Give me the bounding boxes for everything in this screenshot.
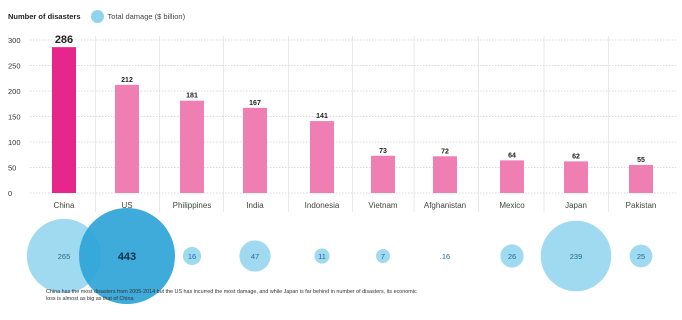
damage-value-label: 11 <box>318 252 326 261</box>
y-tick-label: 200 <box>8 87 21 96</box>
y-tick-label: 250 <box>8 62 21 71</box>
x-tick-label: Japan <box>565 201 587 210</box>
x-tick-label: Afghanistan <box>424 201 466 210</box>
damage-value-label: 25 <box>637 252 645 261</box>
damage-value-label: 239 <box>570 252 583 261</box>
damage-value-label: .16 <box>440 252 450 261</box>
bar-value-label: 72 <box>441 148 449 155</box>
damage-value-label: 7 <box>381 252 385 261</box>
x-tick-label: Indonesia <box>305 201 340 210</box>
bar-value-label: 167 <box>249 100 261 107</box>
bar-value-label: 141 <box>316 113 328 120</box>
legend-damage-label: Total damage ($ billion) <box>107 11 186 21</box>
bubble-layer: 265 443 16 47 11 7 .16 26 239 25 <box>26 208 653 304</box>
bar-layer: 286 China 212 US 181 Philippines 167 India 141 In… <box>52 34 656 210</box>
damage-bubble <box>314 248 330 264</box>
damage-value-label: 443 <box>118 251 136 263</box>
damage-bubble <box>540 220 612 292</box>
x-tick-label: Mexico <box>499 201 525 210</box>
bar <box>433 156 457 193</box>
x-tick-label: India <box>246 201 264 210</box>
damage-bubble <box>239 240 271 272</box>
legend-number-label: Number of disasters <box>8 11 81 21</box>
damage-bubble <box>376 249 390 263</box>
bar-value-label: 64 <box>508 152 516 159</box>
x-tick-label: Pakistan <box>626 201 657 210</box>
bar <box>500 160 524 193</box>
bar-value-label: 212 <box>121 77 133 84</box>
bar-value-label: 286 <box>55 34 73 46</box>
bar <box>310 121 334 193</box>
y-tick-label: 100 <box>8 138 21 147</box>
bar <box>52 47 76 193</box>
bar-value-label: 55 <box>637 157 645 164</box>
damage-value-label: 47 <box>251 252 259 261</box>
x-tick-label: Philippines <box>173 201 212 210</box>
damage-value-label: 26 <box>508 252 516 261</box>
damage-value-label: 265 <box>58 252 71 261</box>
bar <box>564 161 588 193</box>
y-tick-label: 300 <box>8 36 21 45</box>
bar-value-label: 73 <box>379 148 387 155</box>
bar-value-label: 62 <box>572 153 580 160</box>
y-tick-label: 50 <box>8 164 16 173</box>
bar <box>629 164 653 193</box>
bar-value-label: 181 <box>186 93 198 100</box>
damage-bubble <box>629 244 653 268</box>
bar <box>243 107 267 193</box>
damage-bubble <box>26 218 102 294</box>
y-tick-label: 150 <box>8 113 21 122</box>
bar <box>371 155 395 193</box>
x-tick-label: US <box>121 201 132 210</box>
x-tick-label: China <box>54 201 75 210</box>
legend: Number of disasters Total damage ($ bill… <box>8 9 185 23</box>
damage-bubble <box>500 244 524 268</box>
damage-bubble <box>182 246 202 266</box>
footnote: China has the most disasters from 2005-2… <box>46 289 417 302</box>
y-tick-label: 0 <box>8 189 12 198</box>
bar <box>115 84 139 193</box>
x-tick-label: Vietnam <box>368 201 398 210</box>
damage-bubble <box>79 208 175 304</box>
legend-damage-swatch <box>90 9 104 23</box>
damage-value-label: 16 <box>188 252 196 261</box>
bar <box>180 100 204 193</box>
